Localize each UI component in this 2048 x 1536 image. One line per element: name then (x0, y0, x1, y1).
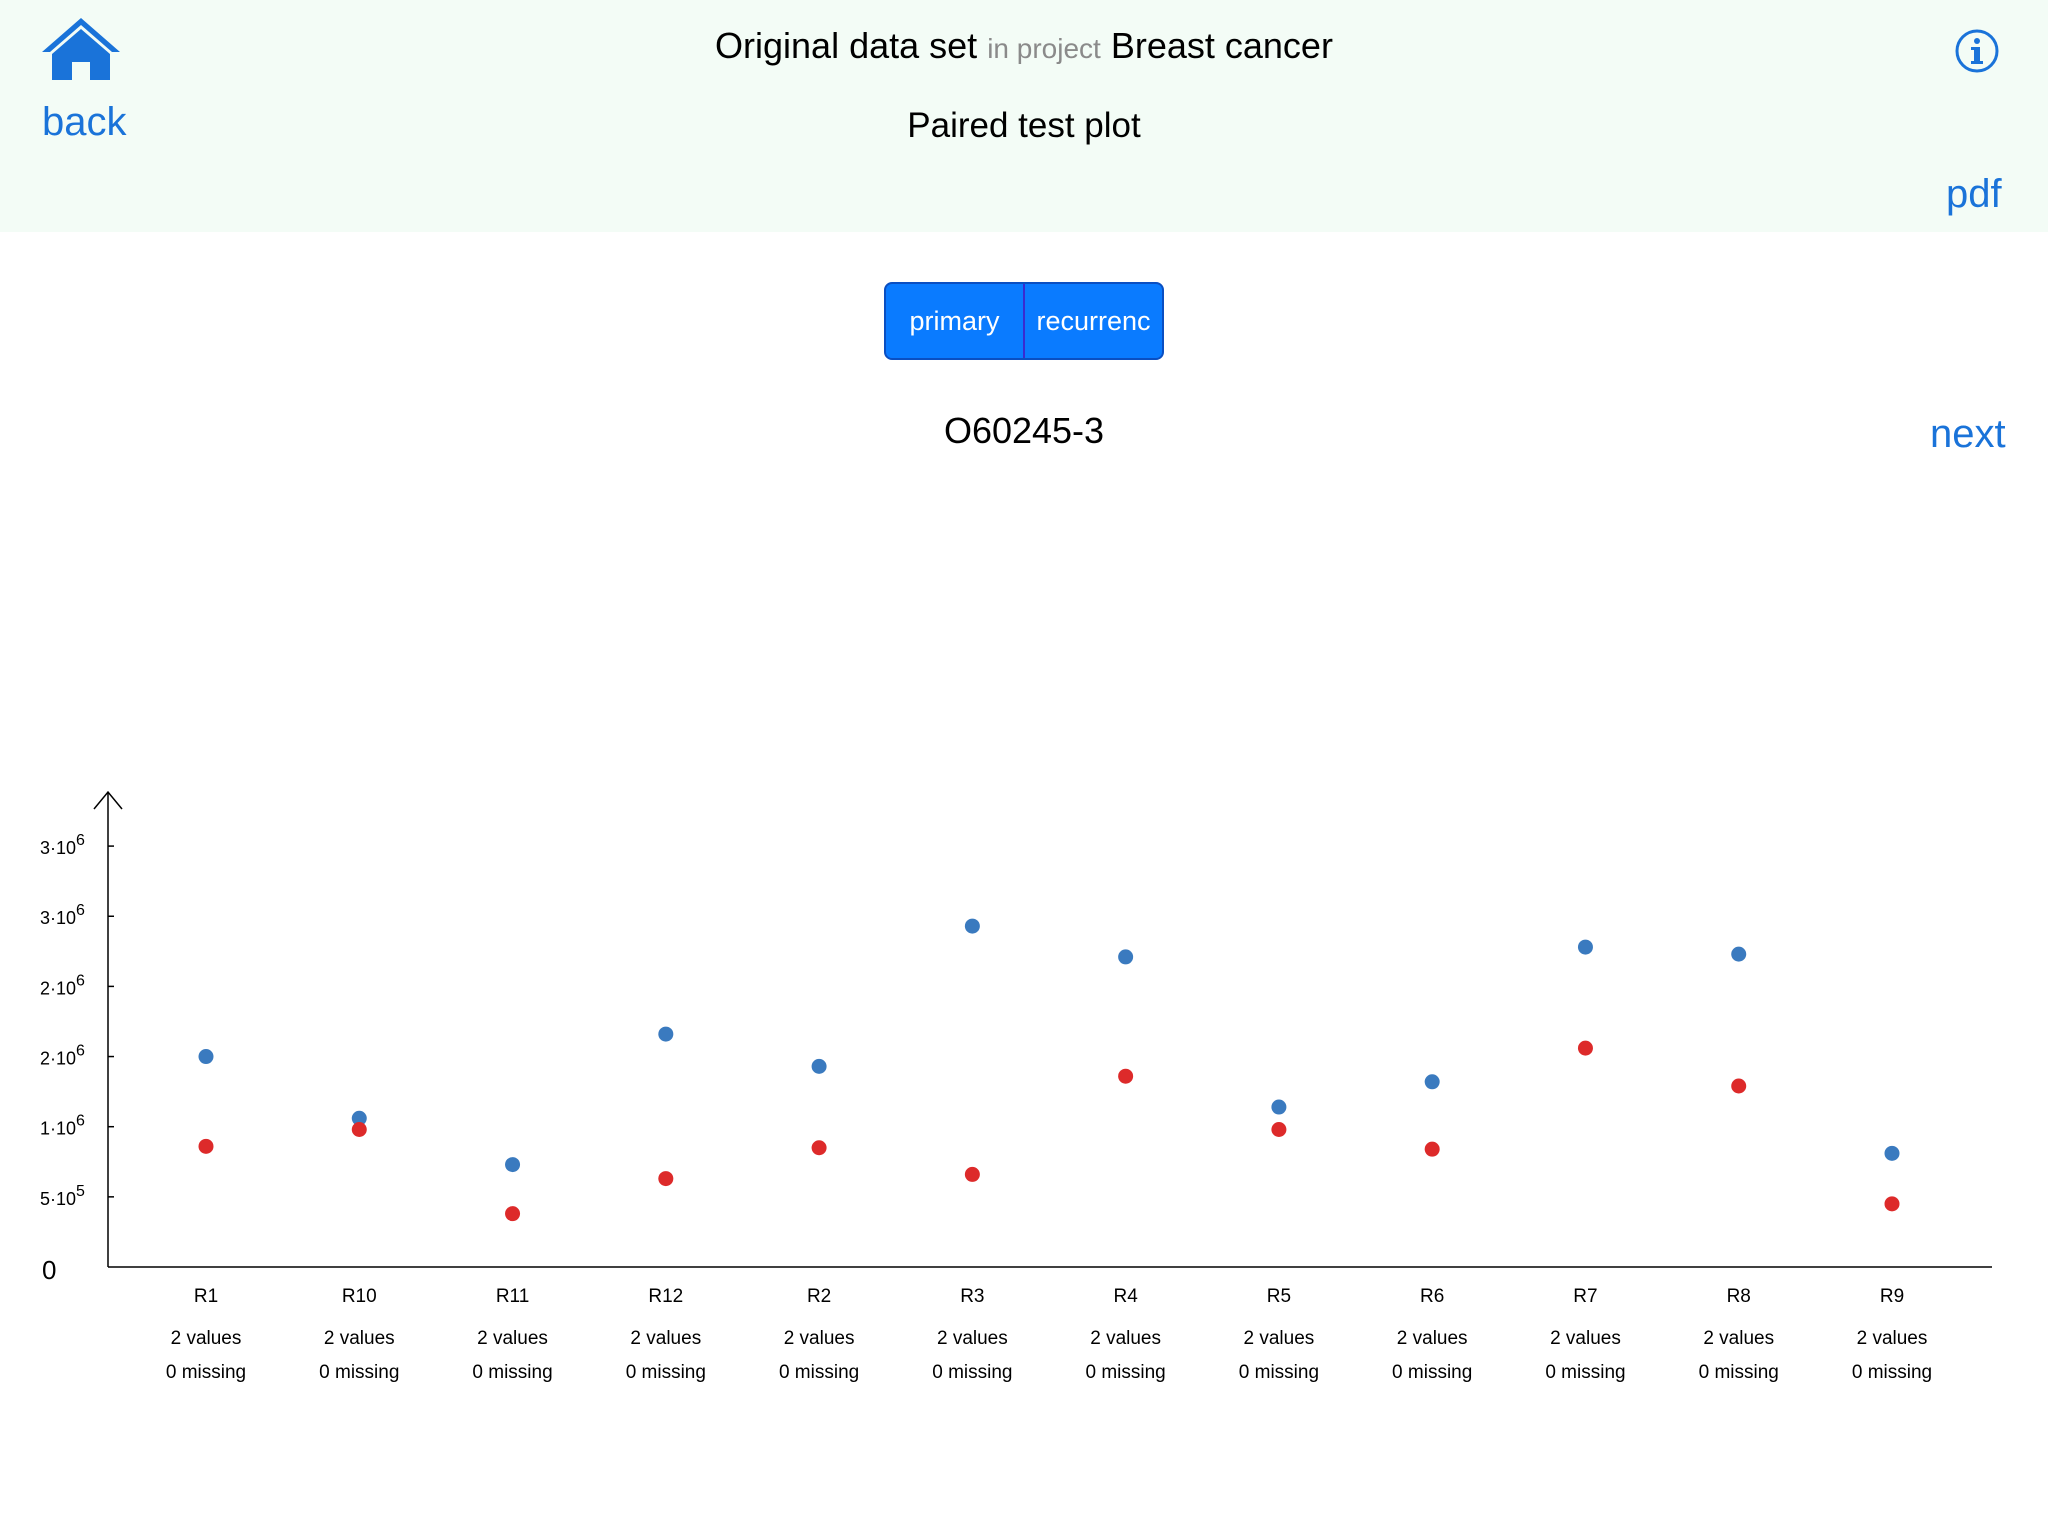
value-count-label: 2 values (1550, 1328, 1621, 1349)
x-category-label: R9 (1880, 1286, 1904, 1307)
missing-count-label: 0 missing (319, 1362, 399, 1383)
y-tick-label: 1·106 (40, 1113, 85, 1139)
data-point-series-0-R1 (198, 1049, 214, 1065)
header-bar: back Original data set in project Breast… (0, 0, 2048, 232)
y-tick-label: 3·106 (40, 902, 85, 928)
data-point-series-0-R11 (505, 1157, 521, 1173)
data-point-series-1-R3 (964, 1166, 980, 1182)
y-tick-label: 0 (42, 1255, 56, 1285)
value-count-label: 2 values (1397, 1328, 1468, 1349)
x-category-label: R3 (960, 1286, 984, 1307)
segment-recurrence[interactable]: recurrenc (1023, 284, 1162, 358)
pdf-export-link[interactable]: pdf (1946, 172, 2002, 216)
page-subtitle: Paired test plot (907, 106, 1141, 145)
paired-scatter-chart: 0 5·105 1·106 2·106 2·106 3·106 3·106 R1 2 valu… (40, 790, 1992, 1383)
data-point-series-0-R3 (964, 918, 980, 934)
value-count-label: 2 values (1090, 1328, 1161, 1349)
missing-count-label: 0 missing (1852, 1362, 1932, 1383)
project-name: Breast cancer (1110, 25, 1333, 66)
data-point-series-0-R2 (811, 1058, 827, 1074)
value-count-label: 2 values (630, 1328, 701, 1349)
x-category-label: R2 (807, 1286, 831, 1307)
x-category-label: R11 (496, 1286, 529, 1307)
data-point-series-1-R8 (1731, 1078, 1747, 1094)
missing-count-label: 0 missing (932, 1362, 1012, 1383)
missing-count-label: 0 missing (1545, 1362, 1625, 1383)
y-axis-arrow (93, 790, 123, 810)
missing-count-label: 0 missing (626, 1362, 706, 1383)
title-connector: in project (987, 33, 1101, 64)
group-segmented-control: primary recurrenc (884, 282, 1164, 360)
back-link[interactable]: back (42, 100, 127, 144)
data-point-series-0-R10 (351, 1110, 367, 1126)
value-count-label: 2 values (477, 1328, 548, 1349)
data-point-series-0-R12 (658, 1026, 674, 1042)
value-count-label: 2 values (1703, 1328, 1774, 1349)
value-count-label: 2 values (1244, 1328, 1315, 1349)
value-count-label: 2 values (324, 1328, 395, 1349)
y-tick-label: 2·106 (40, 1043, 85, 1069)
data-point-series-0-R4 (1118, 949, 1134, 965)
missing-count-label: 0 missing (1699, 1362, 1779, 1383)
data-point-series-1-R6 (1424, 1141, 1440, 1157)
missing-count-label: 0 missing (1239, 1362, 1319, 1383)
data-point-series-1-R2 (811, 1140, 827, 1156)
missing-count-label: 0 missing (166, 1362, 246, 1383)
data-point-series-1-R11 (505, 1206, 521, 1222)
data-point-series-0-R8 (1731, 946, 1747, 962)
data-point-series-1-R9 (1884, 1196, 1900, 1212)
x-category-label: R5 (1267, 1286, 1291, 1307)
missing-count-label: 0 missing (472, 1362, 552, 1383)
x-category-label: R4 (1113, 1286, 1138, 1307)
home-icon[interactable] (36, 14, 126, 84)
data-point-series-0-R9 (1884, 1145, 1900, 1161)
next-link[interactable]: next (1930, 412, 2006, 456)
page-title: Original data set in project Breast canc… (0, 22, 2048, 73)
missing-count-label: 0 missing (1392, 1362, 1472, 1383)
value-count-label: 2 values (171, 1328, 242, 1349)
y-tick-label: 3·106 (40, 832, 85, 858)
data-point-series-0-R6 (1424, 1074, 1440, 1090)
value-count-label: 2 values (1857, 1328, 1928, 1349)
data-point-series-1-R1 (198, 1138, 214, 1154)
segment-primary[interactable]: primary (909, 305, 1000, 336)
x-category-label: R7 (1573, 1286, 1597, 1307)
value-count-label: 2 values (937, 1328, 1008, 1349)
x-category-label: R6 (1420, 1286, 1444, 1307)
x-category-label: R10 (342, 1286, 377, 1307)
data-point-series-1-R10 (351, 1122, 367, 1138)
data-point-series-0-R5 (1271, 1099, 1287, 1115)
data-point-series-1-R5 (1271, 1122, 1287, 1138)
protein-id: O60245-3 (943, 410, 1105, 451)
x-category-label: R1 (194, 1286, 218, 1307)
value-count-label: 2 values (784, 1328, 855, 1349)
dataset-name: Original data set (715, 25, 978, 66)
x-category-label: R8 (1727, 1286, 1751, 1307)
y-tick-label: 2·106 (40, 972, 85, 998)
data-point-series-0-R7 (1577, 939, 1593, 955)
data-point-series-1-R7 (1577, 1040, 1593, 1056)
missing-count-label: 0 missing (779, 1362, 859, 1383)
x-category-label: R12 (648, 1286, 683, 1307)
missing-count-label: 0 missing (1086, 1362, 1166, 1383)
info-icon[interactable] (1954, 28, 2000, 74)
data-point-series-1-R4 (1118, 1068, 1134, 1084)
data-point-series-1-R12 (658, 1171, 674, 1187)
y-tick-label: 5·105 (40, 1183, 85, 1209)
